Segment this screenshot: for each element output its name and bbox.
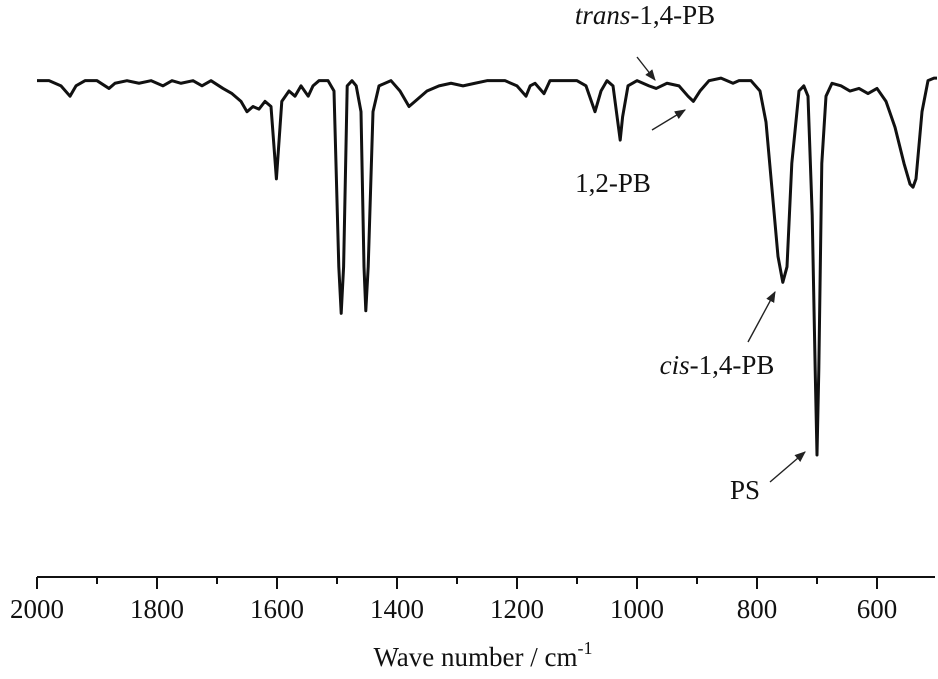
annotation-part: 1,2-PB xyxy=(575,168,651,198)
x-tick-label: 1800 xyxy=(130,594,184,624)
arrow xyxy=(651,109,686,131)
annotation-part: -1,4-PB xyxy=(690,350,775,380)
annotation-part: cis xyxy=(660,350,690,380)
x-tick-label: 1200 xyxy=(490,594,544,624)
annotation: 1,2-PB xyxy=(575,168,651,198)
x-tick-label: 1600 xyxy=(250,594,304,624)
arrow xyxy=(636,56,656,81)
x-axis-label: Wave number / cm-1 xyxy=(373,638,592,672)
x-axis-label-text: Wave number / cm xyxy=(373,642,577,672)
annotation: PS xyxy=(730,475,760,505)
annotation-part: -1,4-PB xyxy=(630,0,715,30)
x-tick-label: 800 xyxy=(737,594,778,624)
arrow xyxy=(769,451,806,483)
x-tick-label: 2000 xyxy=(10,594,64,624)
x-tick-label: 1400 xyxy=(370,594,424,624)
x-tick-label: 600 xyxy=(857,594,898,624)
annotation: cis-1,4-PB xyxy=(660,350,775,380)
x-axis-label-sup: -1 xyxy=(578,638,593,658)
annotation-part: PS xyxy=(730,475,760,505)
annotation: trans-1,4-PB xyxy=(575,0,715,30)
spectrum-line xyxy=(37,76,937,457)
x-tick-label: 1000 xyxy=(610,594,664,624)
annotation-part: trans xyxy=(575,0,631,30)
arrow xyxy=(747,291,776,343)
